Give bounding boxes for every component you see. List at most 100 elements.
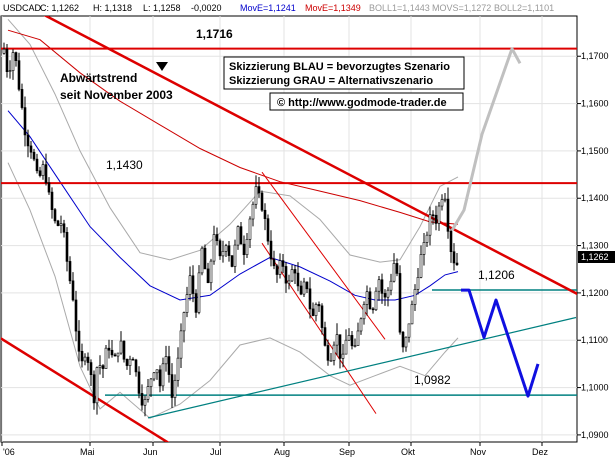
price-bar-body	[188, 275, 192, 295]
price-bar-body	[203, 247, 207, 270]
price-bar	[398, 265, 402, 335]
price-bar-body	[308, 288, 312, 310]
price-bar-body	[68, 261, 72, 282]
price-bar-body	[47, 182, 51, 193]
price-bar	[173, 374, 177, 406]
price-bar-body	[236, 226, 240, 246]
price-bar	[224, 243, 228, 258]
price-bar	[98, 355, 102, 375]
price-bar-body	[320, 305, 324, 328]
price-bar	[155, 369, 159, 380]
price-bar	[32, 148, 36, 162]
price-bar	[239, 222, 243, 245]
price-bar-body	[167, 356, 171, 375]
price-bar	[401, 330, 405, 353]
level-label-1-1430: 1,1430	[106, 158, 143, 172]
price-bar	[281, 254, 285, 274]
x-tick-label: Jul	[210, 447, 222, 457]
price-bar-body	[347, 335, 351, 341]
price-bar-body	[218, 240, 222, 257]
price-bar-body	[170, 374, 174, 398]
y-tick-label: 1,1200	[581, 288, 609, 298]
price-bar-body	[419, 254, 423, 278]
price-bar	[308, 277, 312, 319]
price-bar	[290, 264, 294, 282]
price-bar-body	[263, 209, 267, 219]
price-bar-body	[23, 107, 27, 136]
price-bar	[203, 244, 207, 270]
price-bar	[317, 301, 321, 312]
price-bar	[299, 280, 303, 296]
price-bar	[389, 273, 393, 296]
price-bar-body	[317, 304, 321, 307]
price-bar-body	[197, 272, 201, 313]
price-bar	[452, 243, 456, 271]
price-bar	[17, 52, 21, 92]
price-bar-body	[152, 372, 156, 380]
header-ma-red: MovE=1,1349	[305, 3, 361, 13]
price-bar-body	[107, 347, 111, 351]
price-bar-body	[65, 231, 69, 262]
price-bar-body	[437, 205, 441, 224]
price-bar	[245, 232, 249, 259]
price-bar	[338, 334, 342, 369]
price-bar	[443, 192, 447, 203]
price-bar-body	[125, 358, 129, 366]
price-bar-body	[59, 223, 63, 226]
price-bar-body	[302, 281, 306, 295]
price-bar-body	[77, 330, 81, 352]
price-bar	[65, 227, 69, 272]
price-bar-body	[137, 371, 141, 394]
price-bar-body	[20, 89, 24, 108]
y-tick-label: 1,1600	[581, 99, 609, 109]
price-bar	[320, 303, 324, 335]
price-bar-body	[227, 245, 231, 256]
price-bar-body	[395, 263, 399, 274]
level-label-1-1206: 1,1206	[478, 268, 515, 282]
price-bar	[314, 302, 318, 322]
price-bar	[167, 345, 171, 383]
price-bar	[431, 210, 435, 225]
price-bar	[407, 323, 411, 343]
price-bar-body	[134, 359, 138, 373]
price-bar-body	[230, 255, 234, 267]
price-bar-body	[380, 279, 384, 294]
price-bar	[71, 272, 75, 302]
price-bar	[83, 353, 87, 366]
price-bar	[269, 230, 273, 267]
price-bar	[302, 277, 306, 298]
price-bar	[164, 345, 168, 372]
price-bar	[344, 329, 348, 355]
price-bar	[20, 83, 24, 110]
price-bar-body	[362, 304, 366, 320]
scenario-grey-path	[450, 47, 522, 232]
price-bar-body	[386, 289, 390, 298]
price-bar-body	[248, 218, 252, 240]
price-bar-body	[71, 280, 75, 301]
y-tick-label: 1,1300	[581, 241, 609, 251]
price-bar-body	[80, 350, 84, 362]
price-bar-body	[389, 280, 393, 291]
price-bar-body	[428, 214, 432, 236]
price-bar	[89, 359, 93, 387]
price-bar-body	[449, 231, 453, 253]
price-bar	[209, 258, 213, 291]
scenario-sketches	[450, 47, 540, 398]
price-bar	[62, 219, 66, 238]
price-bar	[449, 228, 453, 263]
price-bar-body	[272, 258, 276, 267]
price-bar-body	[392, 263, 396, 282]
price-bar	[8, 60, 12, 79]
price-bar	[59, 215, 63, 234]
downtrend-text-line2: seit November 2003	[60, 88, 173, 102]
price-bar	[377, 276, 381, 301]
price-bar	[305, 281, 309, 293]
header-change: -0,0020	[191, 3, 222, 13]
price-bar-body	[50, 191, 54, 210]
price-bar	[392, 253, 396, 283]
price-bar-body	[266, 218, 270, 242]
copyright-box	[269, 92, 464, 111]
price-bar	[122, 340, 126, 363]
price-bar	[146, 379, 150, 403]
price-bar-body	[149, 378, 153, 387]
